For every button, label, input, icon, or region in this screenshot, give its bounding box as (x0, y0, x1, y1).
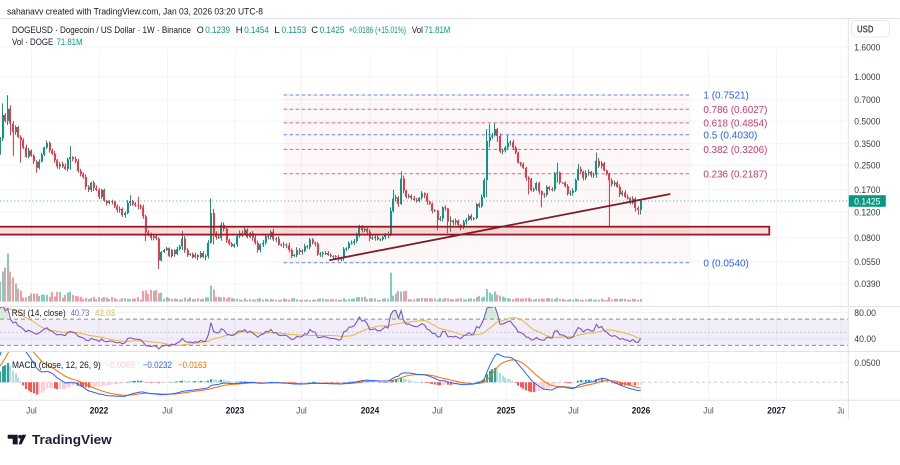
svg-text:71.81M: 71.81M (424, 25, 450, 35)
svg-text:0.1454: 0.1454 (244, 25, 269, 35)
svg-text:sahanavv created with TradingV: sahanavv created with TradingView.com, J… (7, 7, 263, 17)
svg-text:TradingView: TradingView (32, 432, 113, 447)
svg-text:H: H (236, 25, 243, 35)
svg-text:Jul: Jul (162, 405, 173, 415)
svg-text:71.81M: 71.81M (57, 37, 83, 47)
svg-text:0.786 (0.6027): 0.786 (0.6027) (703, 105, 767, 116)
svg-text:0.3500: 0.3500 (854, 139, 880, 149)
svg-text:RSI (14, close): RSI (14, close) (12, 308, 66, 318)
svg-text:0.0550: 0.0550 (854, 257, 880, 267)
svg-text:0.1700: 0.1700 (854, 185, 880, 195)
svg-text:2024: 2024 (361, 405, 380, 415)
svg-text:0.2500: 0.2500 (854, 161, 880, 171)
svg-text:Ju: Ju (838, 405, 845, 415)
svg-text:80.00: 80.00 (854, 308, 876, 318)
svg-text:0.5 (0.4030): 0.5 (0.4030) (703, 130, 757, 141)
svg-text:Vol · DOGE: Vol · DOGE (12, 37, 53, 47)
svg-text:0.618 (0.4854): 0.618 (0.4854) (703, 119, 767, 130)
svg-text:1.0000: 1.0000 (854, 72, 880, 82)
svg-text:0 (0.0540): 0 (0.0540) (703, 258, 749, 269)
svg-text:0.1200: 0.1200 (854, 207, 880, 217)
svg-text:Jul: Jul (26, 405, 37, 415)
svg-text:Jul: Jul (568, 405, 579, 415)
svg-text:0.0390: 0.0390 (854, 279, 880, 289)
svg-text:−0.0232: −0.0232 (143, 360, 172, 370)
svg-text:1.6000: 1.6000 (854, 42, 880, 52)
svg-text:0.5000: 0.5000 (854, 116, 880, 126)
svg-text:0.1239: 0.1239 (205, 25, 230, 35)
svg-text:0.236 (0.2187): 0.236 (0.2187) (703, 169, 767, 180)
svg-text:0.7000: 0.7000 (854, 95, 880, 105)
svg-text:0.0800: 0.0800 (854, 233, 880, 243)
svg-text:40.73: 40.73 (71, 308, 90, 318)
svg-text:0.1153: 0.1153 (282, 25, 307, 35)
svg-text:L: L (274, 25, 280, 35)
svg-text:2027: 2027 (767, 405, 786, 415)
svg-text:0.382 (0.3206): 0.382 (0.3206) (703, 145, 767, 156)
svg-text:2022: 2022 (90, 405, 109, 415)
svg-text:Jul: Jul (296, 405, 307, 415)
svg-text:Jul: Jul (432, 405, 443, 415)
svg-text:0.0500: 0.0500 (854, 358, 880, 368)
svg-text:2023: 2023 (226, 405, 245, 415)
svg-text:42.03: 42.03 (95, 308, 115, 318)
svg-text:40.00: 40.00 (854, 334, 876, 344)
svg-text:Jul: Jul (703, 405, 714, 415)
svg-text:−0.0163: −0.0163 (178, 360, 207, 370)
svg-text:C: C (311, 25, 318, 35)
svg-text:USD: USD (857, 24, 874, 36)
svg-text:−0.0069: −0.0069 (105, 360, 134, 370)
svg-text:2025: 2025 (497, 405, 516, 415)
svg-text:+0.0186 (+15.01%): +0.0186 (+15.01%) (349, 25, 406, 35)
svg-text:0.1425: 0.1425 (320, 25, 345, 35)
svg-text:2026: 2026 (632, 405, 651, 415)
svg-text:1 (0.7521): 1 (0.7521) (703, 91, 749, 102)
svg-text:MACD (close, 12, 26, 9): MACD (close, 12, 26, 9) (12, 360, 101, 370)
svg-text:Vol: Vol (412, 25, 423, 35)
svg-text:0.1425: 0.1425 (854, 196, 880, 206)
svg-text:DOGEUSD · Dogecoin / US Dollar: DOGEUSD · Dogecoin / US Dollar · 1W · Bi… (12, 25, 191, 35)
svg-text:O: O (197, 25, 204, 35)
